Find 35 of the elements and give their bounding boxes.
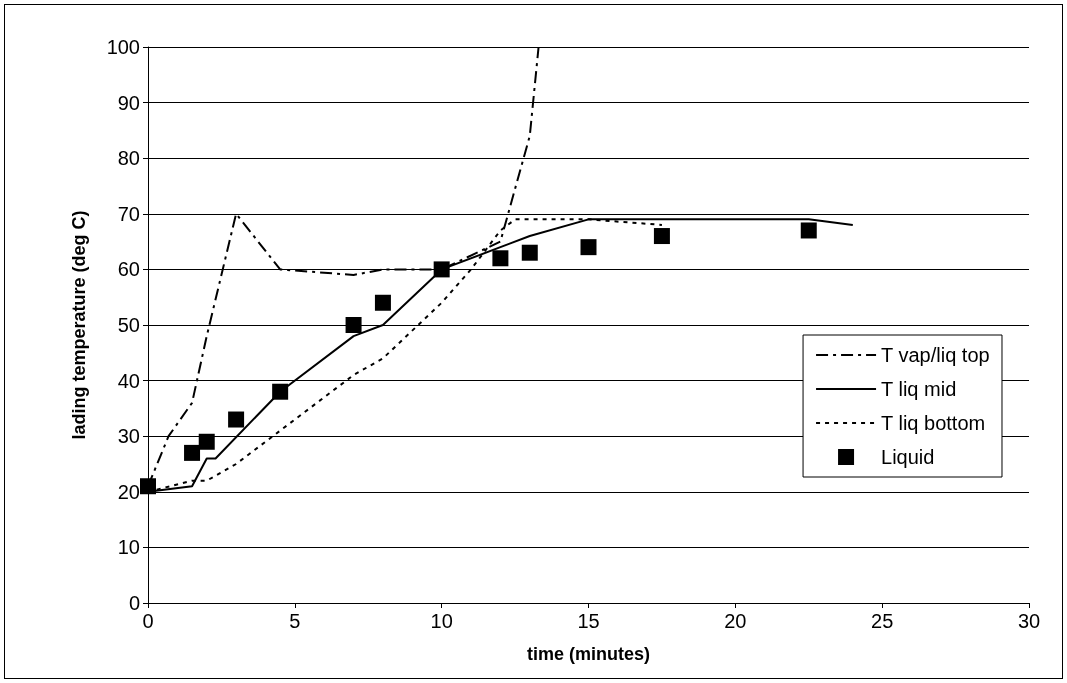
- x-tick-label: 15: [577, 610, 600, 632]
- y-tick-label: 70: [117, 202, 140, 225]
- y-tick-label: 80: [117, 147, 140, 170]
- legend-label: T liq bottom: [881, 412, 986, 434]
- point: [800, 222, 817, 239]
- x-tick-label: 0: [142, 610, 154, 632]
- legend-label: T liq mid: [881, 378, 957, 400]
- point: [374, 294, 391, 311]
- y-tick-label: 0: [128, 592, 140, 614]
- y-tick-label: 30: [117, 425, 140, 448]
- x-tick-label: 30: [1017, 610, 1041, 632]
- point: [345, 317, 362, 333]
- x-tick-label: 20: [724, 610, 747, 632]
- y-tick-label: 50: [117, 314, 140, 336]
- point: [492, 250, 509, 267]
- y-tick-label: 10: [117, 536, 140, 559]
- y-tick-label: 100: [106, 36, 140, 58]
- point: [521, 244, 538, 261]
- y-tick-label: 60: [117, 258, 140, 281]
- x-tick-label: 25: [871, 610, 894, 632]
- point: [653, 228, 670, 245]
- legend-label: T vap/liq top: [881, 344, 990, 366]
- point: [580, 239, 597, 256]
- legend-label: Liquid: [881, 446, 935, 468]
- point: [140, 478, 156, 495]
- x-axis-title: time (minutes): [526, 644, 651, 664]
- y-axis-title: lading temperature (deg C): [69, 210, 89, 440]
- y-tick-label: 40: [117, 369, 140, 392]
- y-tick-label: 90: [117, 91, 140, 114]
- point: [198, 433, 215, 450]
- point: [184, 444, 201, 461]
- point: [228, 411, 245, 428]
- x-tick-label: 10: [430, 610, 453, 632]
- x-tick-label: 5: [289, 610, 301, 632]
- y-tick-label: 20: [117, 480, 140, 503]
